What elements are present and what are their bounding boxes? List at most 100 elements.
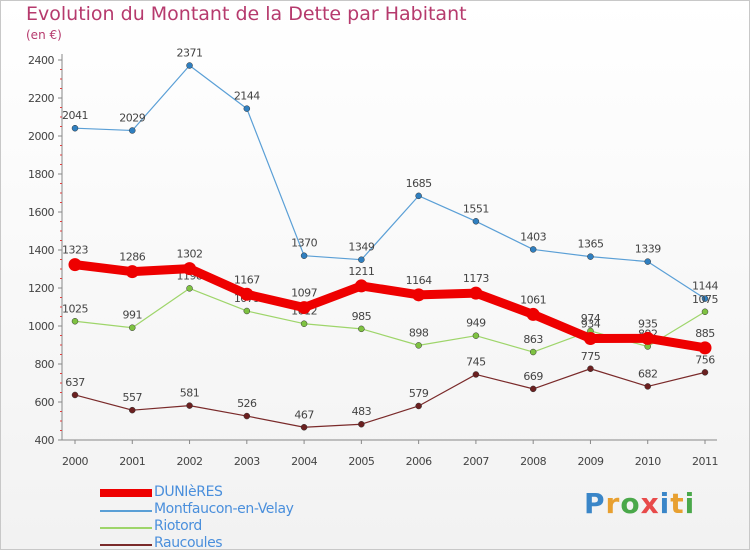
legend-label: DUNIèRES [154, 484, 223, 500]
chart-title: Evolution du Montant de la Dette par Hab… [26, 3, 467, 25]
legend-swatch [100, 527, 152, 529]
data-point [469, 286, 483, 300]
data-label: 579 [409, 387, 429, 400]
data-label: 483 [352, 405, 372, 418]
data-label: 1349 [348, 241, 374, 254]
data-point [415, 402, 422, 410]
data-label: 1211 [348, 265, 374, 278]
data-point [415, 342, 422, 349]
data-point [698, 341, 712, 355]
data-point [358, 325, 365, 333]
logo-letter: i [684, 487, 696, 520]
data-label: 682 [638, 367, 658, 380]
data-point [472, 332, 480, 339]
data-point [300, 320, 308, 327]
logo-letter: t [670, 487, 685, 520]
data-label: 557 [123, 391, 143, 404]
series-line [74, 368, 706, 428]
data-point [71, 318, 79, 325]
data-point [300, 424, 308, 431]
data-label: 1551 [463, 202, 489, 215]
logo-letter: P [584, 487, 606, 520]
data-point [297, 301, 311, 315]
x-tick-label: 2001 [119, 455, 145, 468]
data-label: 1302 [177, 248, 203, 261]
y-tick-label: 400 [35, 434, 55, 447]
data-label: 2371 [177, 47, 203, 60]
data-point [186, 285, 193, 292]
data-label: 898 [409, 326, 429, 339]
data-point [415, 192, 422, 200]
data-label: 1370 [291, 237, 317, 250]
legend-label: Raucoules [154, 535, 223, 551]
x-tick-label: 2007 [463, 455, 489, 468]
y-tick-label: 600 [35, 396, 55, 409]
data-label: 974 [581, 312, 601, 325]
data-label: 669 [523, 370, 543, 383]
data-label: 745 [466, 355, 486, 368]
data-label: 1685 [406, 177, 432, 190]
data-label: 1167 [234, 273, 260, 286]
series-line [74, 64, 706, 300]
data-point [186, 62, 193, 69]
data-label: 1061 [520, 293, 546, 306]
data-label: 1286 [119, 251, 145, 264]
data-point [243, 307, 251, 315]
data-point [186, 402, 193, 409]
x-tick-label: 2003 [234, 455, 260, 468]
data-point [529, 246, 537, 253]
data-label: 526 [237, 397, 257, 410]
data-point [472, 371, 480, 378]
x-tick-label: 2002 [177, 455, 203, 468]
data-point [701, 369, 709, 376]
data-label: 1025 [62, 302, 88, 315]
data-point [641, 331, 655, 345]
data-point [358, 420, 365, 428]
data-label: 1323 [62, 244, 88, 257]
data-point [243, 105, 251, 112]
data-point [71, 391, 79, 399]
data-point [587, 253, 594, 260]
data-point [71, 124, 79, 132]
data-point [526, 307, 540, 321]
data-point [583, 332, 597, 346]
data-point [129, 406, 136, 414]
series-line [74, 287, 706, 353]
data-point [125, 265, 139, 279]
data-point [300, 252, 308, 259]
x-tick-label: 2010 [635, 455, 661, 468]
proxiti-logo: Proxiti [584, 487, 695, 520]
data-label: 467 [294, 408, 314, 421]
logo-letter: o [620, 487, 641, 520]
x-tick-label: 2005 [348, 455, 374, 468]
data-label: 863 [523, 333, 543, 346]
data-point [243, 412, 251, 420]
data-point [701, 295, 709, 302]
data-label: 1339 [635, 243, 661, 256]
data-point [240, 287, 254, 301]
data-label: 1075 [692, 293, 718, 306]
data-point [529, 385, 537, 393]
data-label: 1365 [577, 238, 603, 251]
logo-letter: x [640, 487, 660, 520]
legend-label: Riotord [154, 518, 202, 534]
data-point [129, 127, 136, 134]
data-point [412, 288, 426, 302]
data-point [129, 324, 136, 331]
data-point [644, 383, 651, 390]
data-label: 1403 [520, 230, 546, 243]
data-label: 581 [180, 387, 200, 400]
data-label: 2144 [234, 90, 260, 103]
x-tick-label: 2011 [692, 455, 718, 468]
x-tick-label: 2004 [291, 455, 317, 468]
data-label: 1164 [406, 274, 432, 287]
data-label: 2029 [119, 111, 145, 124]
x-tick-label: 2006 [406, 455, 432, 468]
data-point [701, 308, 709, 315]
legend-swatch [100, 489, 152, 497]
y-tick-label: 1000 [28, 320, 54, 333]
logo-letter: r [605, 487, 621, 520]
data-point [529, 348, 537, 356]
data-label: 1144 [692, 280, 718, 293]
